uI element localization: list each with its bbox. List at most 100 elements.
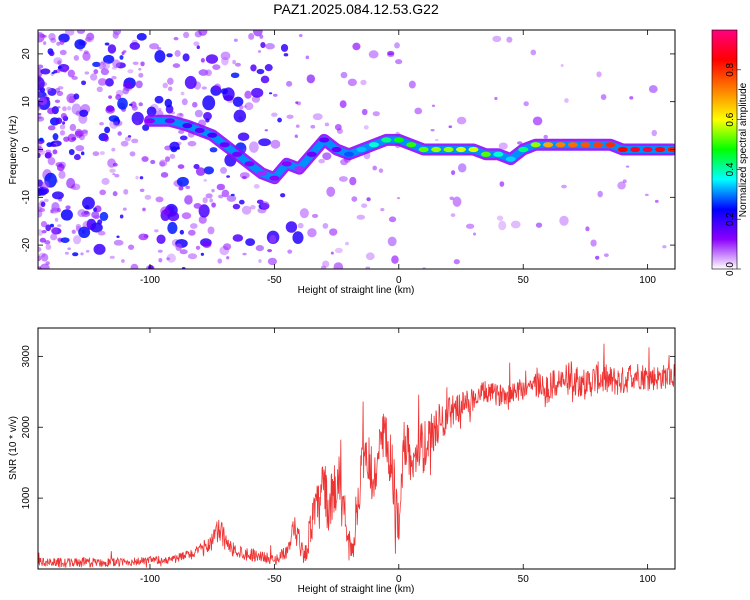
spectrogram-noise-patch	[248, 141, 259, 153]
ridge-point	[431, 146, 442, 153]
spectrogram-noise-patch	[198, 215, 207, 224]
spectrogram-noise-patch	[365, 252, 375, 261]
spectrogram-noise-patch	[285, 221, 298, 233]
spectrogram-noise-patch	[220, 51, 231, 61]
spectrogram-noise-patch	[167, 221, 178, 235]
spectrogram-noise-patch	[193, 163, 200, 170]
spectrogram-noise-patch	[260, 201, 270, 210]
spectrogram-y-ticks: -20 -10 0 10 20	[21, 48, 675, 252]
spectrogram-noise-patch	[287, 249, 293, 254]
spectrogram-noise-patch	[297, 222, 304, 229]
ridge-point	[306, 151, 317, 157]
ridge-point	[543, 142, 554, 148]
spectrogram-noise-patch	[72, 252, 79, 257]
spectrogram-noise-patch	[205, 118, 210, 123]
spectrogram-noise-patch	[149, 43, 160, 50]
spectrogram-noise-patch	[202, 241, 212, 248]
spectrogram-noise-patch	[212, 64, 221, 70]
spectrogram-noise-patch	[333, 262, 344, 269]
spectrogram-noise-patch	[99, 189, 107, 196]
spectrogram-noise-patch	[167, 86, 173, 92]
spectrogram-noise-patch	[50, 207, 59, 214]
ridge-point	[456, 146, 467, 153]
spectrogram-noise-patch	[49, 223, 54, 228]
spectrogram-noise-patch	[156, 46, 162, 51]
spectrogram-noise-patch	[39, 237, 46, 243]
spectrogram-noise-patch	[280, 193, 286, 198]
ridge-point	[518, 146, 529, 153]
spectrogram-noise-patch	[50, 37, 57, 43]
spectrogram-noise-patch	[176, 146, 180, 150]
spectrogram-noise-patch	[73, 93, 80, 100]
spectrogram-noise-patch	[97, 78, 107, 86]
spectrogram-noise-patch	[82, 51, 91, 61]
spectrogram-noise-patch	[241, 205, 252, 215]
spectrogram-noise-patch	[38, 116, 45, 122]
spectrogram-noise-patch	[111, 147, 116, 152]
spectrogram-noise-patch	[53, 69, 58, 74]
spectrogram-noise-patch	[248, 33, 255, 40]
spectrogram-noise-patch	[188, 229, 196, 236]
spectrogram-noise-patch	[38, 91, 47, 99]
spectrogram-noise-patch	[38, 116, 43, 120]
spectrogram-noise-patch	[271, 112, 278, 117]
snr-x-tick-label: -100	[140, 574, 160, 585]
spectrogram-noise-patch	[117, 97, 128, 110]
spectrogram-noise-patch	[198, 30, 208, 36]
spectrogram-noise-patch	[129, 42, 141, 50]
spectrogram-noise-patch	[564, 98, 569, 103]
spectrogram-noise-patch	[361, 108, 368, 116]
snr-series-line	[38, 343, 675, 568]
spectrogram-x-tick-label: -100	[140, 275, 160, 286]
spectrogram-noise-patch	[46, 86, 52, 92]
spectrogram-noise-patch	[264, 64, 273, 72]
ridge-point	[294, 166, 305, 172]
spectrogram-noise-patch	[220, 88, 228, 95]
spectrogram-noise-patch	[92, 151, 100, 157]
spectrogram-noise-patch	[80, 130, 88, 137]
spectrogram-noise-patch	[201, 86, 207, 90]
spectrogram-noise-patch	[196, 45, 200, 50]
ridge-point	[144, 118, 155, 124]
spectrogram-noise-patch	[312, 113, 323, 121]
spectrogram-noise-patch	[45, 224, 52, 232]
spectrogram-y-tick-label: 0	[21, 146, 32, 152]
spectrogram-noise-patch	[63, 66, 67, 71]
spectrogram-noise-patch	[140, 61, 145, 67]
spectrogram-noise-patch	[203, 178, 208, 182]
spectrogram-noise-patch	[363, 125, 369, 130]
spectrogram-noise-patch	[283, 53, 289, 57]
spectrogram-noise-patch	[138, 67, 142, 71]
spectrogram-noise-patch	[220, 166, 228, 174]
ridge-point	[406, 142, 417, 148]
spectrogram-noise-patch	[73, 55, 80, 61]
spectrogram-noise-patch	[164, 98, 173, 108]
spectrogram-noise-patch	[50, 72, 55, 76]
snr-y-label: SNR (10 * v/v)	[8, 416, 19, 480]
spectrogram-noise-patch	[98, 61, 107, 70]
spectrogram-noise-patch	[560, 64, 564, 67]
spectrogram-noise-patch	[324, 122, 330, 127]
spectrogram-noise-patch	[155, 196, 164, 203]
snr-x-ticks: -100 -50 0 50 100	[140, 328, 656, 585]
spectrogram-noise-patch	[176, 176, 189, 187]
figure-title: PAZ1.2025.084.12.53.G22	[273, 1, 439, 17]
spectrogram-noise-patch	[448, 125, 453, 129]
spectrogram-noise-patch	[80, 252, 84, 256]
spectrogram-noise-patch	[256, 68, 265, 75]
spectrogram-noise-patch	[139, 188, 145, 193]
spectrogram-noise-patch	[119, 55, 124, 60]
spectrogram-noise-patch	[112, 173, 116, 176]
colorbar-tick-label: 0.6	[725, 112, 736, 126]
spectrogram-noise-patch	[69, 123, 77, 131]
spectrogram-noise-patch	[52, 133, 59, 141]
spectrogram-noise-patch	[138, 102, 143, 107]
spectrogram-noise-patch	[310, 124, 316, 129]
spectrogram-noise-patch	[250, 64, 257, 72]
spectrogram-noise-patch	[272, 93, 278, 97]
spectrogram-noise-patch	[226, 194, 237, 202]
spectrogram-noise-patch	[322, 223, 329, 229]
spectrogram-noise-patch	[295, 101, 299, 104]
spectrogram-noise-patch	[251, 87, 264, 98]
